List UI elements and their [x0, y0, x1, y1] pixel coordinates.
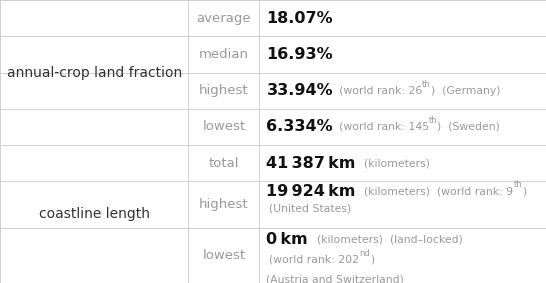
Text: (Austria and Switzerland): (Austria and Switzerland): [266, 275, 405, 283]
Text: (kilometers): (kilometers): [358, 158, 430, 168]
Text: (world rank: 202: (world rank: 202: [269, 255, 359, 265]
Text: lowest: lowest: [203, 121, 245, 134]
Text: 0 km: 0 km: [266, 232, 308, 247]
Text: (world rank: 26: (world rank: 26: [335, 86, 422, 96]
Text: (kilometers)  (world rank: 9: (kilometers) (world rank: 9: [358, 186, 514, 197]
Text: total: total: [209, 157, 239, 170]
Text: 18.07%: 18.07%: [266, 11, 333, 26]
Text: (world rank: 145: (world rank: 145: [335, 122, 429, 132]
Text: average: average: [197, 12, 251, 25]
Text: 41 387 km: 41 387 km: [266, 156, 356, 171]
Text: nd: nd: [359, 248, 370, 258]
Text: lowest: lowest: [203, 249, 245, 262]
Text: median: median: [199, 48, 249, 61]
Text: )  (Germany): ) (Germany): [431, 86, 500, 96]
Text: 16.93%: 16.93%: [266, 47, 333, 62]
Text: highest: highest: [199, 198, 248, 211]
Text: 33.94%: 33.94%: [266, 83, 333, 98]
Text: ): ): [370, 255, 374, 265]
Text: coastline length: coastline length: [39, 207, 150, 221]
Text: th: th: [429, 116, 437, 125]
Text: 6.334%: 6.334%: [266, 119, 333, 134]
Text: annual-crop land fraction: annual-crop land fraction: [7, 66, 182, 80]
Text: th: th: [514, 180, 522, 189]
Text: )  (Sweden): ) (Sweden): [437, 122, 500, 132]
Text: th: th: [422, 80, 431, 89]
Text: 19 924 km: 19 924 km: [266, 184, 356, 199]
Text: ): ): [522, 186, 526, 197]
Text: (kilometers)  (land–locked): (kilometers) (land–locked): [310, 235, 462, 245]
Text: (United States): (United States): [269, 203, 352, 213]
Text: highest: highest: [199, 84, 248, 97]
